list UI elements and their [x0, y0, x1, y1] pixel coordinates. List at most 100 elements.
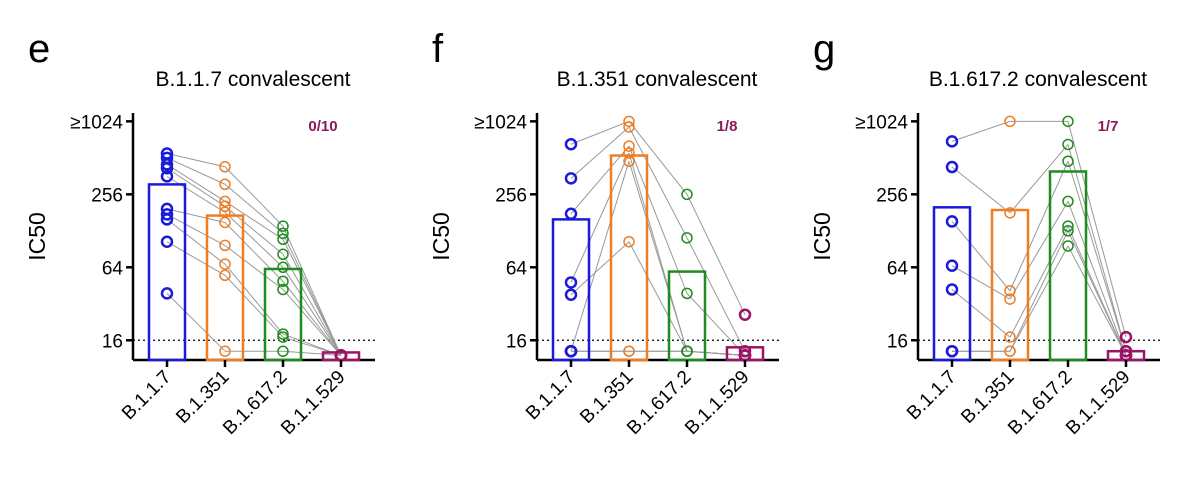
data-point	[160, 235, 174, 248]
data-point	[277, 328, 289, 340]
donor-line	[686, 194, 746, 315]
donor-line	[166, 163, 226, 202]
donor-line	[628, 161, 688, 352]
donor-line	[628, 145, 688, 294]
donor-line	[166, 175, 226, 213]
data-point	[277, 220, 289, 232]
donor-line	[1009, 201, 1069, 300]
donor-line	[224, 200, 284, 240]
panel: g B.1.617.2 convalescent IC50 1/7 16 64 256 ≥10…	[809, 27, 1160, 439]
data-point	[945, 283, 959, 296]
data-point	[219, 345, 231, 357]
data-point	[681, 287, 693, 300]
donor-line	[282, 239, 342, 356]
x-tick-label: B.1.1.529	[277, 367, 349, 439]
data-point	[945, 344, 959, 358]
data-point	[160, 162, 174, 175]
y-tick-label: 16	[506, 331, 527, 352]
data-point	[1004, 331, 1016, 343]
data-point	[681, 345, 693, 357]
data-point	[564, 137, 578, 151]
y-axis-label: IC50	[24, 212, 50, 261]
donor-line	[951, 120, 1011, 142]
donor-line	[1009, 161, 1069, 291]
annotation: 1/7	[1098, 118, 1119, 135]
donor-line	[951, 166, 1011, 214]
donor-line	[570, 145, 630, 215]
donor-line	[628, 126, 688, 239]
donor-line	[686, 350, 746, 356]
data-point	[160, 170, 174, 183]
data-point	[1004, 115, 1016, 128]
donor-line	[1009, 225, 1069, 338]
data-point	[219, 258, 231, 270]
donor-line	[686, 293, 746, 356]
data-point	[623, 140, 635, 152]
data-point	[564, 276, 578, 289]
panel-title: B.1.1.7 convalescent	[156, 68, 351, 91]
data-point	[945, 259, 959, 272]
donor-line	[282, 281, 342, 356]
donor-line	[282, 350, 342, 356]
donor-line	[224, 274, 284, 338]
donor-line	[224, 183, 284, 234]
data-point	[1062, 195, 1074, 208]
data-point	[945, 160, 959, 174]
data-point	[623, 155, 635, 167]
donor-line	[951, 265, 1011, 300]
y-tick-label: ≥1024	[855, 112, 908, 133]
donor-line	[224, 166, 284, 227]
donor-line	[166, 153, 226, 168]
data-point	[945, 135, 959, 148]
y-tick-label: 256	[495, 185, 527, 206]
data-point	[1062, 115, 1074, 128]
y-axis-label: IC50	[809, 212, 835, 261]
y-tick-label: 256	[91, 185, 123, 206]
donor-line	[1009, 230, 1069, 352]
data-point	[623, 235, 635, 248]
donor-line	[570, 126, 630, 179]
panel-title: B.1.617.2 convalescent	[929, 68, 1147, 91]
data-point	[564, 344, 578, 358]
donor-line	[224, 211, 284, 268]
x-tick-label: B.1.1.7	[903, 367, 960, 424]
data-point	[277, 345, 289, 357]
y-tick-label: 64	[102, 258, 124, 279]
donor-line	[1067, 230, 1127, 356]
donor-line	[166, 213, 226, 246]
data-point	[219, 161, 231, 173]
y-axis-label: IC50	[428, 212, 454, 261]
data-point	[681, 188, 693, 201]
data-point	[1004, 345, 1016, 357]
data-point	[738, 308, 752, 321]
bar	[1048, 170, 1088, 362]
bar	[609, 154, 649, 362]
donor-line	[166, 219, 226, 265]
data-point	[1062, 138, 1074, 151]
donor-line	[1067, 245, 1127, 356]
donor-line	[570, 241, 630, 296]
donor-line	[224, 245, 284, 290]
annotation: 0/10	[308, 118, 337, 135]
donor-line	[282, 225, 342, 356]
donor-line	[282, 254, 342, 356]
donor-line	[1067, 121, 1127, 338]
donor-line	[570, 161, 630, 352]
data-point	[1004, 293, 1016, 305]
data-point	[1062, 155, 1074, 167]
panel-title: B.1.351 convalescent	[557, 68, 758, 91]
donor-line	[570, 152, 630, 283]
donor-line	[628, 121, 688, 195]
donor-line	[166, 293, 226, 352]
donor-line	[166, 157, 226, 185]
y-tick-label: ≥1024	[70, 112, 123, 133]
x-tick-label: B.1.1.529	[1062, 367, 1134, 439]
annotation: 1/8	[717, 118, 738, 135]
donor-line	[1067, 144, 1127, 352]
x-tick-label: B.1.1.7	[118, 367, 175, 424]
donor-line	[570, 120, 630, 145]
data-point	[277, 227, 289, 240]
data-point	[160, 287, 174, 300]
data-point	[623, 121, 635, 133]
